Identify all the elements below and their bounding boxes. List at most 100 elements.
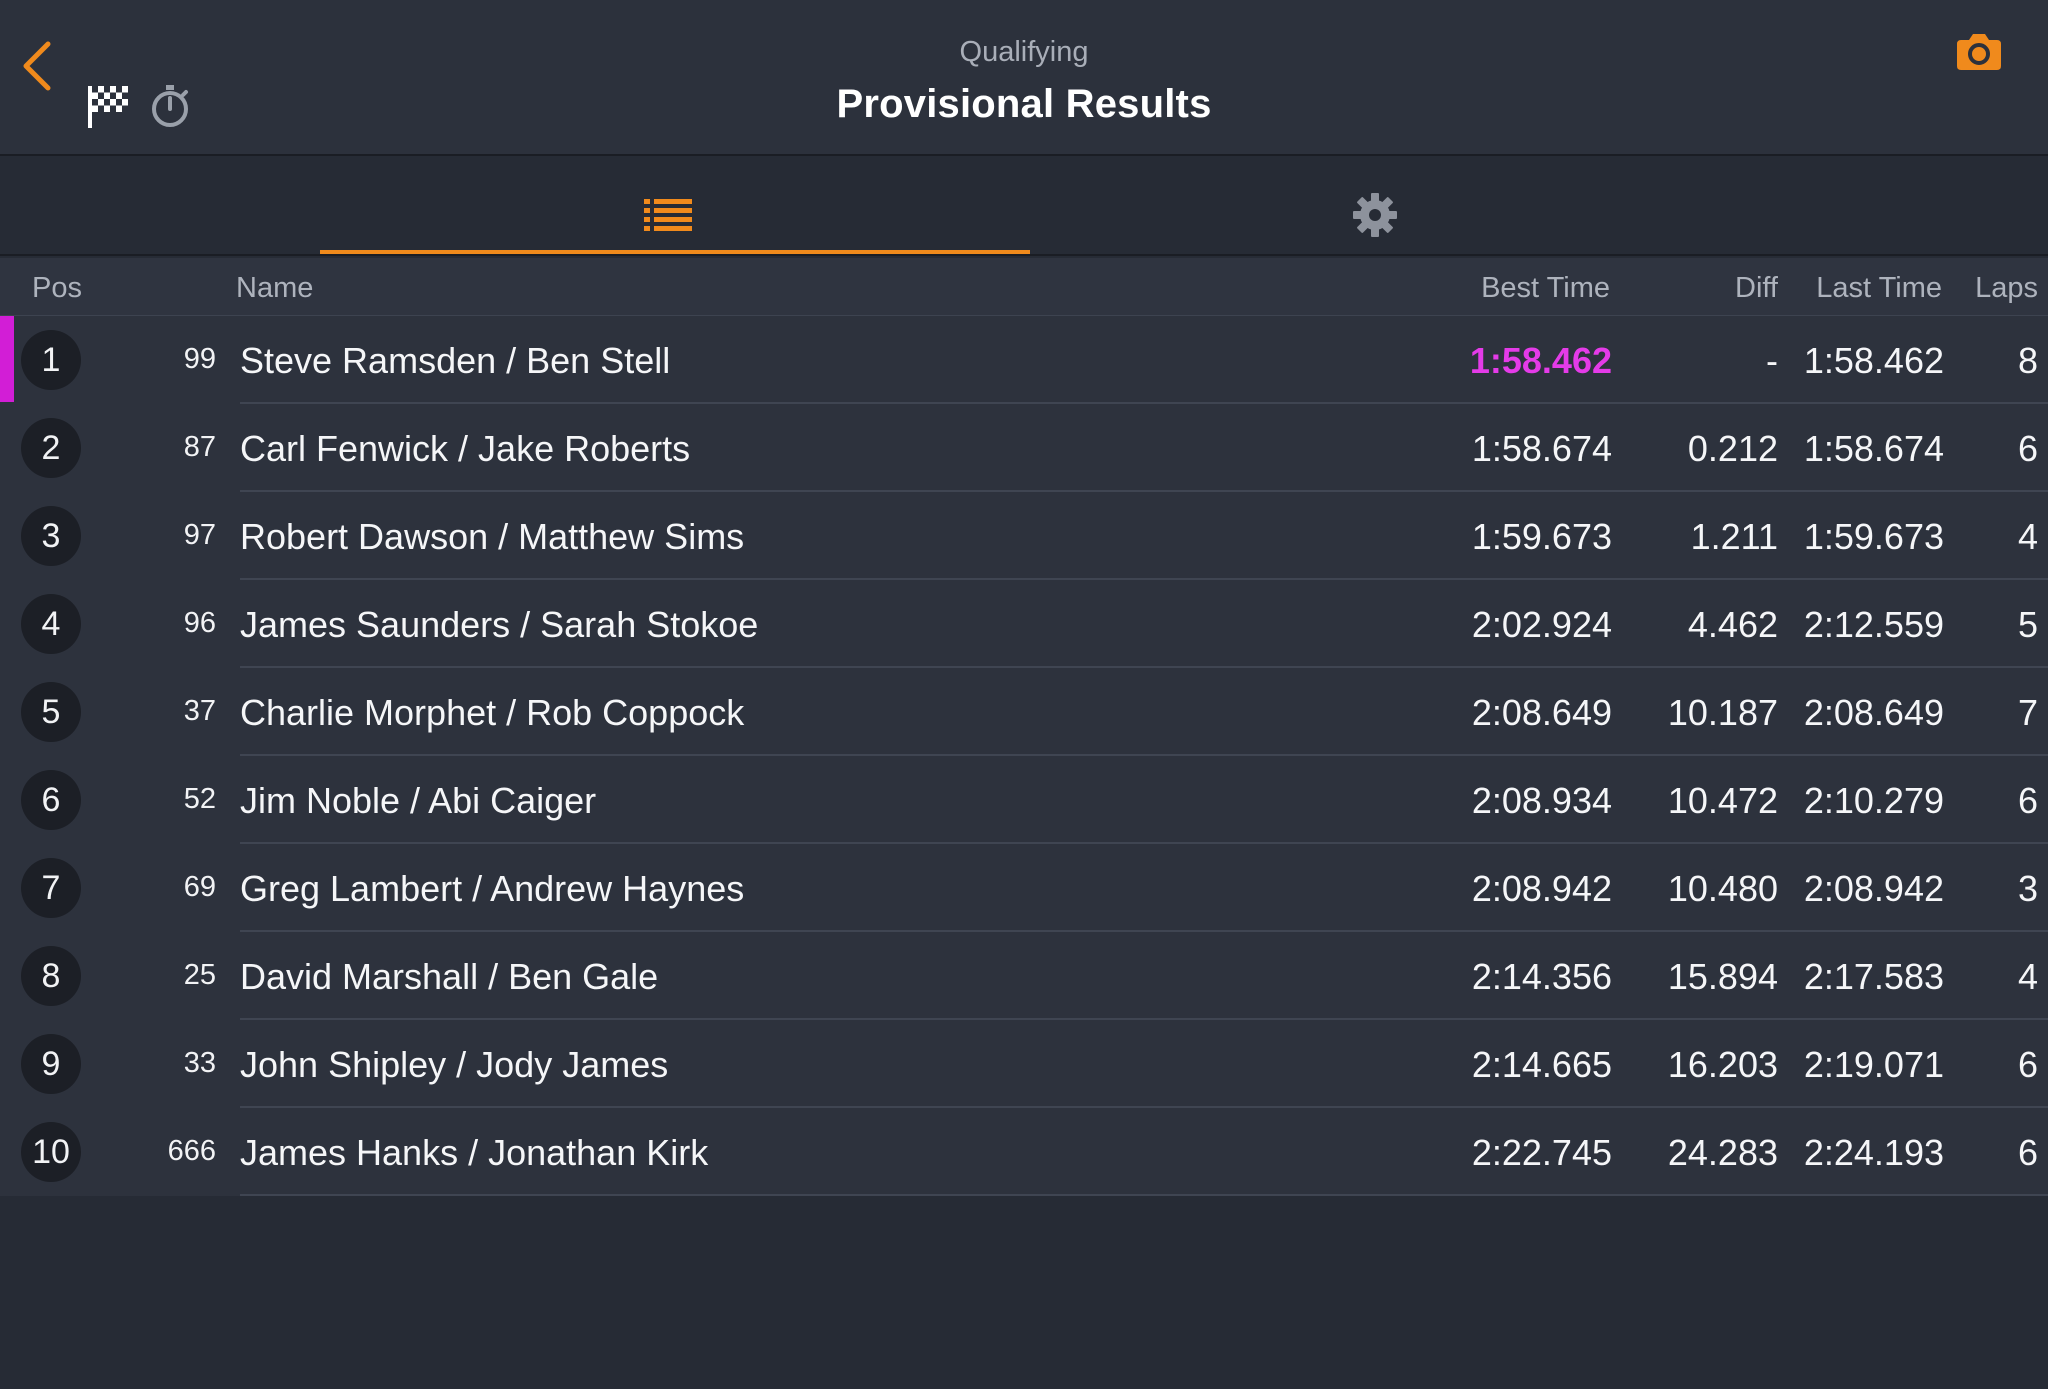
position-badge: 8 <box>21 946 81 1006</box>
last-time: 1:58.674 <box>1803 428 1944 469</box>
last-time: 2:12.559 <box>1803 604 1944 645</box>
position-badge: 5 <box>21 682 81 742</box>
driver-names: Charlie Morphet / Rob Coppock <box>240 692 745 733</box>
table-header: Pos Name Best Time Diff Last Time Laps <box>0 258 2048 316</box>
table-row[interactable]: 9 33 John Shipley / Jody James 2:14.665 … <box>0 1020 2048 1108</box>
time-diff: 10.187 <box>1667 692 1778 733</box>
table-row[interactable]: 8 25 David Marshall / Ben Gale 2:14.356 … <box>0 932 2048 1020</box>
lap-count: 4 <box>2017 956 2038 997</box>
lap-count: 5 <box>2017 604 2038 645</box>
time-diff: 15.894 <box>1667 956 1778 997</box>
column-header-pos[interactable]: Pos <box>32 272 82 304</box>
table-row[interactable]: 2 87 Carl Fenwick / Jake Roberts 1:58.67… <box>0 404 2048 492</box>
lap-count: 6 <box>2017 1044 2038 1085</box>
checkered-flag-icon <box>88 86 128 128</box>
last-time: 2:17.583 <box>1803 956 1944 997</box>
position-badge: 10 <box>21 1122 81 1182</box>
driver-names: Robert Dawson / Matthew Sims <box>240 516 745 557</box>
table-row[interactable]: 6 52 Jim Noble / Abi Caiger 2:08.934 10.… <box>0 756 2048 844</box>
results-table: 1 99 Steve Ramsden / Ben Stell 1:58.462 … <box>0 316 2048 1196</box>
best-time: 2:14.665 <box>1471 1044 1612 1085</box>
session-subtitle: Qualifying <box>959 36 1089 68</box>
list-icon <box>644 199 692 231</box>
row-marker <box>0 580 14 666</box>
tab-results-list[interactable] <box>320 158 1030 254</box>
table-row[interactable]: 10 666 James Hanks / Jonathan Kirk 2:22.… <box>0 1108 2048 1196</box>
lap-count: 8 <box>2017 340 2038 381</box>
column-header-laps[interactable]: Laps <box>1975 272 2038 304</box>
camera-button[interactable] <box>1955 32 2003 72</box>
last-time: 2:24.193 <box>1803 1132 1944 1173</box>
best-time: 1:58.462 <box>1469 340 1612 381</box>
position-badge: 9 <box>21 1034 81 1094</box>
tab-bar <box>0 158 2048 256</box>
time-diff: 16.203 <box>1667 1044 1778 1085</box>
best-time: 2:02.924 <box>1471 604 1612 645</box>
row-marker <box>0 1108 14 1194</box>
table-row[interactable]: 3 97 Robert Dawson / Matthew Sims 1:59.6… <box>0 492 2048 580</box>
driver-names: James Hanks / Jonathan Kirk <box>240 1132 709 1173</box>
car-number: 99 <box>183 343 216 375</box>
car-number: 97 <box>183 519 216 551</box>
car-number: 96 <box>183 607 216 639</box>
last-time: 2:19.071 <box>1803 1044 1944 1085</box>
time-diff: 10.472 <box>1667 780 1778 821</box>
back-chevron-icon <box>23 41 51 91</box>
best-time: 1:58.674 <box>1471 428 1612 469</box>
row-marker <box>0 756 14 842</box>
best-time: 1:59.673 <box>1471 516 1612 557</box>
driver-names: David Marshall / Ben Gale <box>240 956 659 997</box>
driver-names: James Saunders / Sarah Stokoe <box>240 604 759 645</box>
car-number: 52 <box>183 783 216 815</box>
best-time: 2:08.942 <box>1471 868 1612 909</box>
best-time: 2:14.356 <box>1471 956 1612 997</box>
car-number: 37 <box>183 695 216 727</box>
best-time: 2:08.934 <box>1471 780 1612 821</box>
back-button[interactable] <box>14 36 64 96</box>
last-time: 1:59.673 <box>1803 516 1944 557</box>
time-diff: 24.283 <box>1667 1132 1778 1173</box>
last-time: 1:58.462 <box>1803 340 1944 381</box>
tab-settings[interactable] <box>1030 158 1730 254</box>
car-number: 25 <box>183 959 216 991</box>
position-badge: 2 <box>21 418 81 478</box>
table-row[interactable]: 4 96 James Saunders / Sarah Stokoe 2:02.… <box>0 580 2048 668</box>
column-header-diff[interactable]: Diff <box>1735 272 1778 304</box>
column-header-last-time[interactable]: Last Time <box>1816 272 1942 304</box>
lap-count: 6 <box>2017 1132 2038 1173</box>
row-marker <box>0 668 14 754</box>
lap-count: 7 <box>2017 692 2038 733</box>
stopwatch-icon[interactable] <box>148 83 192 129</box>
time-diff: - <box>1766 340 1778 381</box>
lap-count: 6 <box>2017 780 2038 821</box>
time-diff: 10.480 <box>1667 868 1778 909</box>
row-marker <box>0 492 14 578</box>
table-row[interactable]: 5 37 Charlie Morphet / Rob Coppock 2:08.… <box>0 668 2048 756</box>
best-time: 2:22.745 <box>1471 1132 1612 1173</box>
lap-count: 6 <box>2017 428 2038 469</box>
row-marker <box>0 932 14 1018</box>
last-time: 2:10.279 <box>1803 780 1944 821</box>
table-row[interactable]: 7 69 Greg Lambert / Andrew Haynes 2:08.9… <box>0 844 2048 932</box>
driver-names: John Shipley / Jody James <box>240 1044 669 1085</box>
header-bar: Qualifying Provisional Results <box>0 0 2048 156</box>
leader-marker <box>0 316 14 402</box>
last-time: 2:08.942 <box>1803 868 1944 909</box>
driver-names: Steve Ramsden / Ben Stell <box>240 340 671 381</box>
last-time: 2:08.649 <box>1803 692 1944 733</box>
table-row[interactable]: 1 99 Steve Ramsden / Ben Stell 1:58.462 … <box>0 316 2048 404</box>
time-diff: 0.212 <box>1687 428 1778 469</box>
best-time: 2:08.649 <box>1471 692 1612 733</box>
lap-count: 4 <box>2017 516 2038 557</box>
position-badge: 6 <box>21 770 81 830</box>
driver-names: Carl Fenwick / Jake Roberts <box>240 428 691 469</box>
lap-count: 3 <box>2017 868 2038 909</box>
position-badge: 1 <box>21 330 81 390</box>
time-diff: 4.462 <box>1687 604 1778 645</box>
column-header-name[interactable]: Name <box>236 272 314 304</box>
time-diff: 1.211 <box>1690 516 1778 557</box>
gear-icon <box>1353 193 1397 237</box>
column-header-best-time[interactable]: Best Time <box>1481 272 1610 304</box>
camera-icon <box>1957 34 2001 70</box>
